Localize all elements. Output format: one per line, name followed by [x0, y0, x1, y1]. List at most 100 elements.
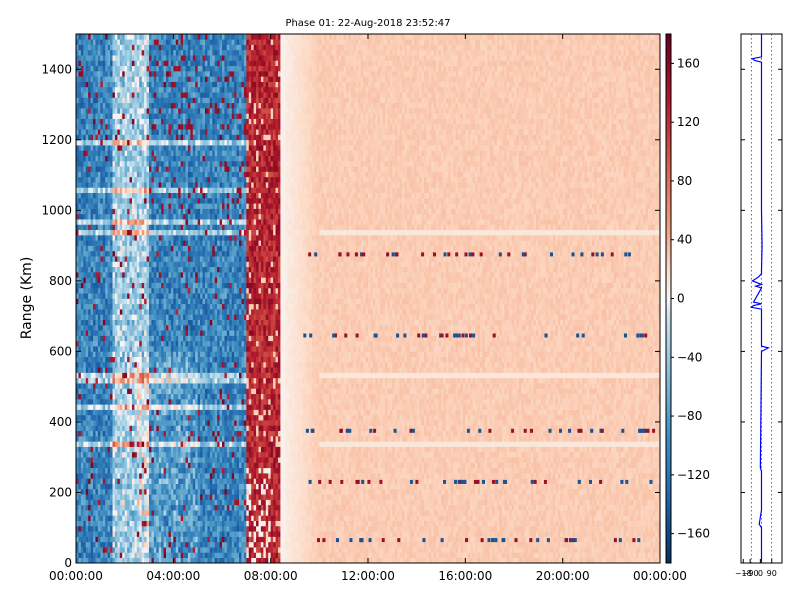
heatmap-cell [465, 489, 468, 495]
heatmap-cell [392, 473, 395, 479]
heatmap-cell [349, 521, 352, 527]
heatmap-cell [113, 542, 116, 548]
heatmap-cell [378, 500, 381, 506]
heatmap-cell [568, 500, 571, 506]
heatmap-cell [88, 494, 91, 500]
heatmap-cell [436, 489, 439, 495]
heatmap-cell [151, 558, 154, 564]
heatmap-cell [463, 489, 466, 495]
heatmap-cell [495, 526, 498, 532]
heatmap-cell [222, 473, 225, 479]
heatmap-cell [441, 473, 444, 479]
heatmap-cell [227, 531, 230, 537]
heatmap-cell [366, 537, 369, 543]
heatmap-cell [509, 537, 512, 543]
heatmap-cell [147, 515, 150, 521]
heatmap-cell [589, 462, 592, 468]
heatmap-cell [458, 462, 461, 468]
heatmap-cell [156, 552, 159, 558]
heatmap-cell [353, 494, 356, 500]
heatmap-cell [173, 494, 176, 500]
heatmap-cell [619, 473, 622, 479]
heatmap-cell [453, 494, 456, 500]
heatmap-cell [497, 552, 500, 558]
heatmap-cell [577, 542, 580, 548]
heatmap-cell [188, 489, 191, 495]
heatmap-cell [120, 521, 123, 527]
heatmap-cell [178, 505, 181, 511]
heatmap-cell [217, 526, 220, 532]
heatmap-cell [290, 494, 293, 500]
heatmap-cell [538, 505, 541, 511]
heatmap-cell [327, 462, 330, 468]
heatmap-cell [91, 515, 94, 521]
heatmap-cell [288, 531, 291, 537]
heatmap-cell [419, 547, 422, 553]
heatmap-cell [597, 484, 600, 490]
heatmap-cell [178, 521, 181, 527]
heatmap-cell [487, 547, 490, 553]
heatmap-cell [246, 473, 249, 479]
heatmap-cell [631, 547, 634, 553]
heatmap-cell [168, 537, 171, 543]
heatmap-cell [147, 547, 150, 553]
heatmap-cell [159, 457, 162, 463]
heatmap-cell [144, 457, 147, 463]
heatmap-cell [361, 510, 364, 516]
heatmap-cell [611, 489, 614, 495]
heatmap-cell [332, 462, 335, 468]
heatmap-cell [164, 478, 167, 484]
heatmap-cell [485, 468, 488, 474]
heatmap-cell [200, 505, 203, 511]
heatmap-cell [353, 452, 356, 458]
heatmap-cell [460, 468, 463, 474]
heatmap-cell [592, 510, 595, 516]
heatmap-cell [103, 521, 106, 527]
heatmap-cell [88, 542, 91, 548]
heatmap-cell [553, 484, 556, 490]
heatmap-cell [570, 526, 573, 532]
heatmap-cell [100, 468, 103, 474]
heatmap-cell [142, 531, 145, 537]
heatmap-cell [546, 489, 549, 495]
heatmap-cell [409, 537, 412, 543]
heatmap-cell [570, 542, 573, 548]
heatmap-cell [628, 489, 631, 495]
heatmap-cell [521, 500, 524, 506]
heatmap-cell [212, 473, 215, 479]
heatmap-cell [285, 531, 288, 537]
heatmap-cell [475, 547, 478, 553]
heatmap-cell [383, 452, 386, 458]
heatmap-cell [98, 531, 101, 537]
heatmap-cell [198, 468, 201, 474]
heatmap-cell [78, 537, 81, 543]
heatmap-cell [611, 505, 614, 511]
heatmap-cell [597, 478, 600, 484]
heatmap-cell [473, 515, 476, 521]
heatmap-cell [161, 478, 164, 484]
heatmap-cell [487, 552, 490, 558]
heatmap-cell [407, 484, 410, 490]
heatmap-cell [485, 542, 488, 548]
heatmap-cell [536, 552, 539, 558]
heatmap-cell [164, 526, 167, 532]
heatmap-cell [156, 547, 159, 553]
heatmap-cell [234, 552, 237, 558]
heatmap-cell [305, 452, 308, 458]
heatmap-cell [190, 484, 193, 490]
heatmap-cell [499, 510, 502, 516]
heatmap-cell [100, 542, 103, 548]
heatmap-cell [349, 452, 352, 458]
heatmap-cell [512, 547, 515, 553]
heatmap-cell [183, 484, 186, 490]
heatmap-cell [224, 547, 227, 553]
heatmap-cell [222, 510, 225, 516]
heatmap-cell [156, 558, 159, 564]
heatmap-cell [380, 526, 383, 532]
heatmap-cell [171, 500, 174, 506]
heatmap-cell [222, 478, 225, 484]
heatmap-cell [273, 494, 276, 500]
heatmap-cell [621, 457, 624, 463]
heatmap-cell [290, 462, 293, 468]
heatmap-cell [159, 542, 162, 548]
